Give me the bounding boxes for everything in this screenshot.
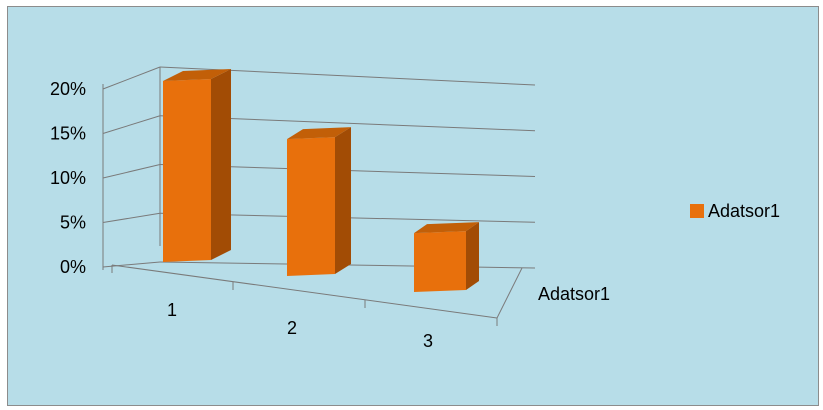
y-tick-label: 5% — [60, 213, 86, 233]
bar-side — [211, 69, 231, 260]
gridline-side — [102, 164, 161, 179]
y-tick-label: 15% — [50, 124, 86, 144]
x-axis-line — [111, 264, 498, 319]
gridline-side — [102, 115, 161, 134]
bar-front — [287, 137, 335, 276]
x-tick-label: 2 — [287, 318, 297, 338]
gridline-side — [102, 66, 161, 90]
bar-1 — [163, 69, 231, 262]
bar-side — [466, 222, 479, 290]
legend-swatch — [690, 204, 704, 218]
bar-front — [414, 231, 466, 292]
bar-top — [163, 69, 231, 81]
bars — [163, 69, 479, 292]
x-tick-label: 3 — [423, 331, 433, 351]
y-tick-label: 0% — [60, 257, 86, 277]
y-tick-label: 20% — [50, 79, 86, 99]
bar-2 — [287, 127, 351, 276]
depth-axis-label: Adatsor1 — [538, 284, 610, 304]
bar-front — [163, 79, 211, 262]
bar-top — [414, 222, 479, 234]
bar-side — [335, 127, 351, 274]
chart-area — [7, 6, 819, 406]
legend: Adatsor1 — [690, 201, 780, 221]
depth-axis-line — [496, 267, 523, 319]
tick-labels: 0% 5% 10% 15% 20% 1 2 3 — [50, 79, 433, 351]
bar-3 — [414, 222, 479, 292]
x-tick-label: 1 — [167, 300, 177, 320]
legend-label: Adatsor1 — [708, 201, 780, 221]
axes — [102, 67, 523, 326]
gridline-side — [102, 212, 161, 223]
y-tick-label: 10% — [50, 168, 86, 188]
bar-top — [287, 127, 351, 140]
